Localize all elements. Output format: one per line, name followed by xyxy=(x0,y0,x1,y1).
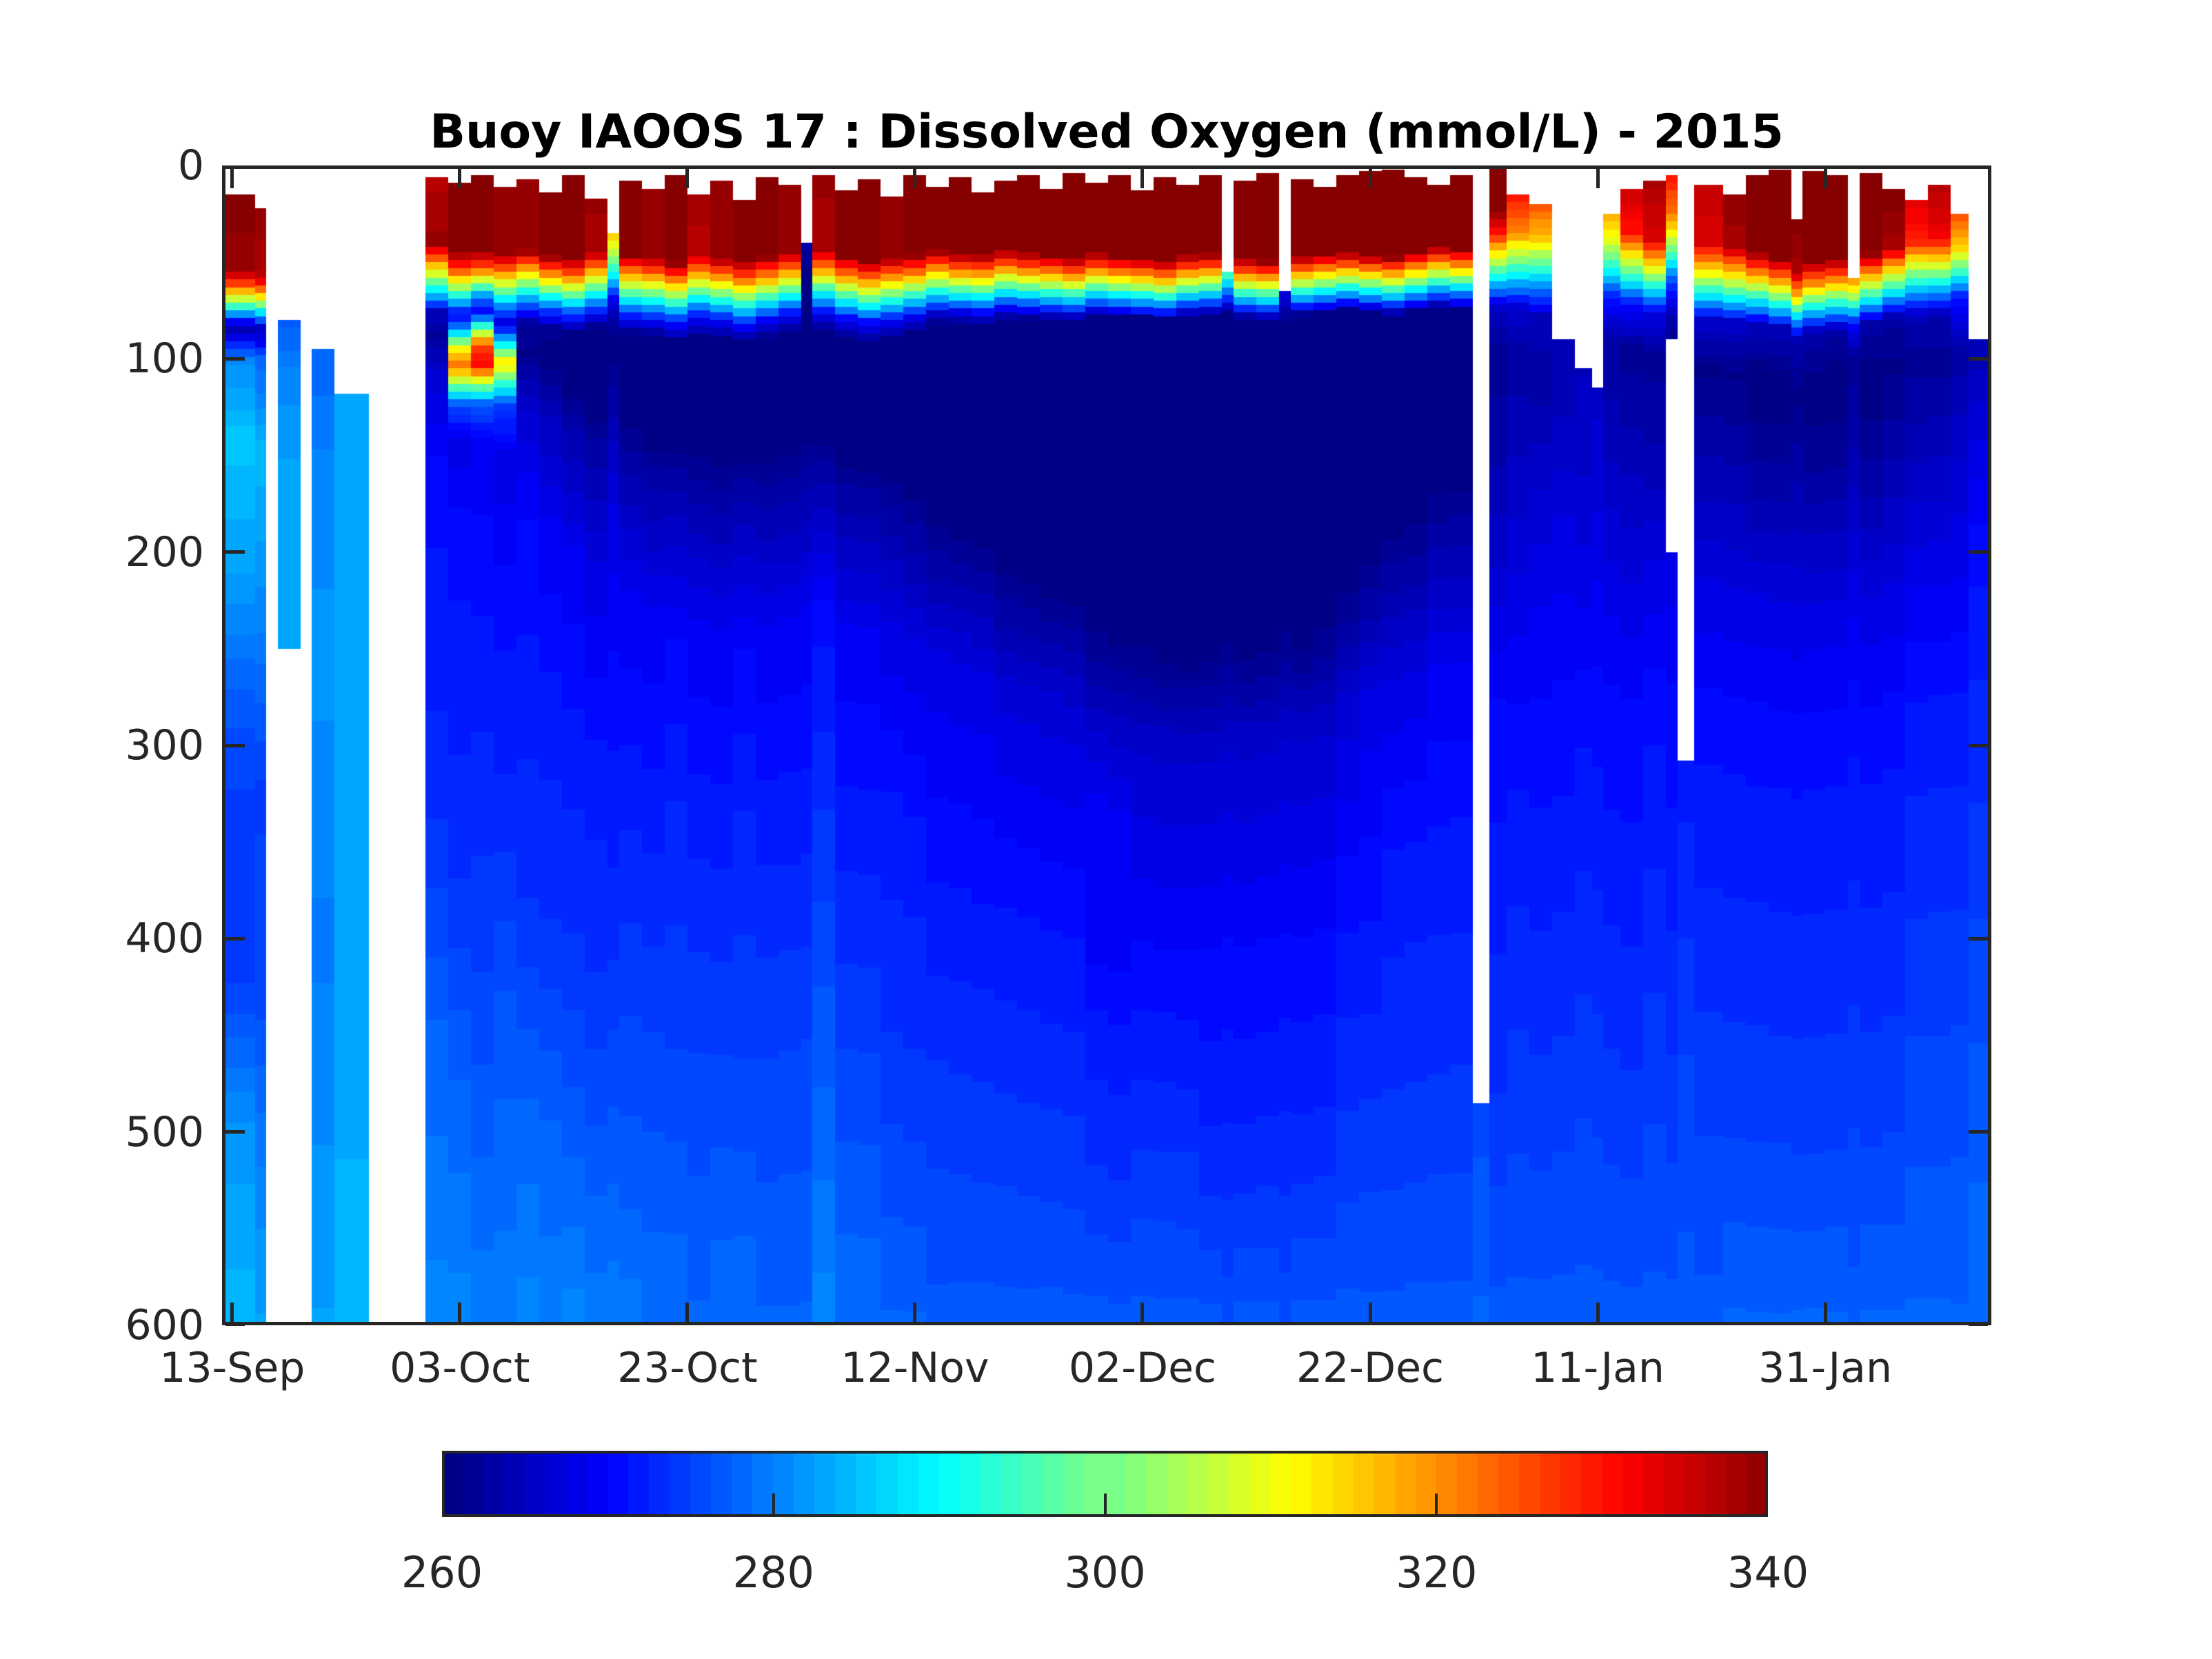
y-tick-mark xyxy=(1969,356,1988,361)
x-tick-mark xyxy=(685,169,690,188)
y-tick-mark xyxy=(1969,936,1988,941)
axes-frame xyxy=(222,165,1991,1325)
y-tick-mark xyxy=(225,936,245,941)
y-tick-label: 400 xyxy=(125,914,204,963)
x-tick-label: 03-Oct xyxy=(390,1344,530,1392)
x-tick-label: 22-Dec xyxy=(1296,1344,1445,1392)
y-tick-mark xyxy=(1969,165,1988,169)
y-tick-label: 200 xyxy=(125,527,204,576)
x-tick-mark xyxy=(1368,169,1372,188)
y-tick-mark xyxy=(1969,550,1988,554)
y-tick-mark xyxy=(1969,1322,1988,1326)
colorbar: 260 280 300 320 340 xyxy=(401,1451,1809,1594)
x-tick-mark xyxy=(1140,169,1145,188)
x-tick-mark xyxy=(1823,1303,1827,1322)
x-tick-mark xyxy=(913,1303,917,1322)
x-tick-mark xyxy=(458,169,462,188)
colorbar-tick-mark xyxy=(1103,1494,1107,1514)
x-tick-label: 13-Sep xyxy=(159,1344,305,1392)
x-tick-label: 23-Oct xyxy=(617,1344,758,1392)
x-tick-mark xyxy=(685,1303,690,1322)
x-tick-label: 02-Dec xyxy=(1068,1344,1217,1392)
y-tick-label: 0 xyxy=(177,141,204,190)
y-tick-label: 500 xyxy=(125,1107,204,1156)
colorbar-tick-label: 280 xyxy=(732,1547,814,1598)
y-tick-mark xyxy=(225,356,245,361)
y-tick-label: 100 xyxy=(125,334,204,383)
y-tick-mark xyxy=(1969,743,1988,747)
x-tick-mark xyxy=(1823,169,1827,188)
colorbar-tick-label: 320 xyxy=(1396,1547,1478,1598)
y-tick-label: 600 xyxy=(125,1301,204,1349)
x-tick-mark xyxy=(1596,169,1600,188)
colorbar-tick-label: 300 xyxy=(1064,1547,1146,1598)
y-tick-mark xyxy=(1969,1130,1988,1134)
y-tick-mark xyxy=(225,1322,245,1326)
x-tick-mark xyxy=(458,1303,462,1322)
x-tick-label: 31-Jan xyxy=(1758,1344,1892,1392)
colorbar-tick-mark xyxy=(772,1494,775,1514)
x-tick-mark xyxy=(230,169,234,188)
x-tick-mark xyxy=(1140,1303,1145,1322)
colorbar-tick-mark xyxy=(1435,1494,1438,1514)
y-tick-mark xyxy=(225,165,245,169)
y-tick-mark xyxy=(225,550,245,554)
colorbar-tick-label: 340 xyxy=(1727,1547,1809,1598)
x-tick-mark xyxy=(230,1303,234,1322)
y-tick-label: 300 xyxy=(125,721,204,770)
colorbar-frame xyxy=(442,1451,1768,1517)
x-tick-label: 11-Jan xyxy=(1531,1344,1665,1392)
heatmap-canvas xyxy=(222,165,1991,1325)
x-tick-mark xyxy=(1596,1303,1600,1322)
x-tick-mark xyxy=(913,169,917,188)
plot-title: Buoy IAOOS 17 : Dissolved Oxygen (mmol/L… xyxy=(430,105,1784,159)
x-tick-label: 12-Nov xyxy=(841,1344,989,1392)
y-tick-mark xyxy=(225,743,245,747)
y-tick-mark xyxy=(225,1130,245,1134)
x-tick-mark xyxy=(1368,1303,1372,1322)
colorbar-tick-label: 260 xyxy=(401,1547,483,1598)
